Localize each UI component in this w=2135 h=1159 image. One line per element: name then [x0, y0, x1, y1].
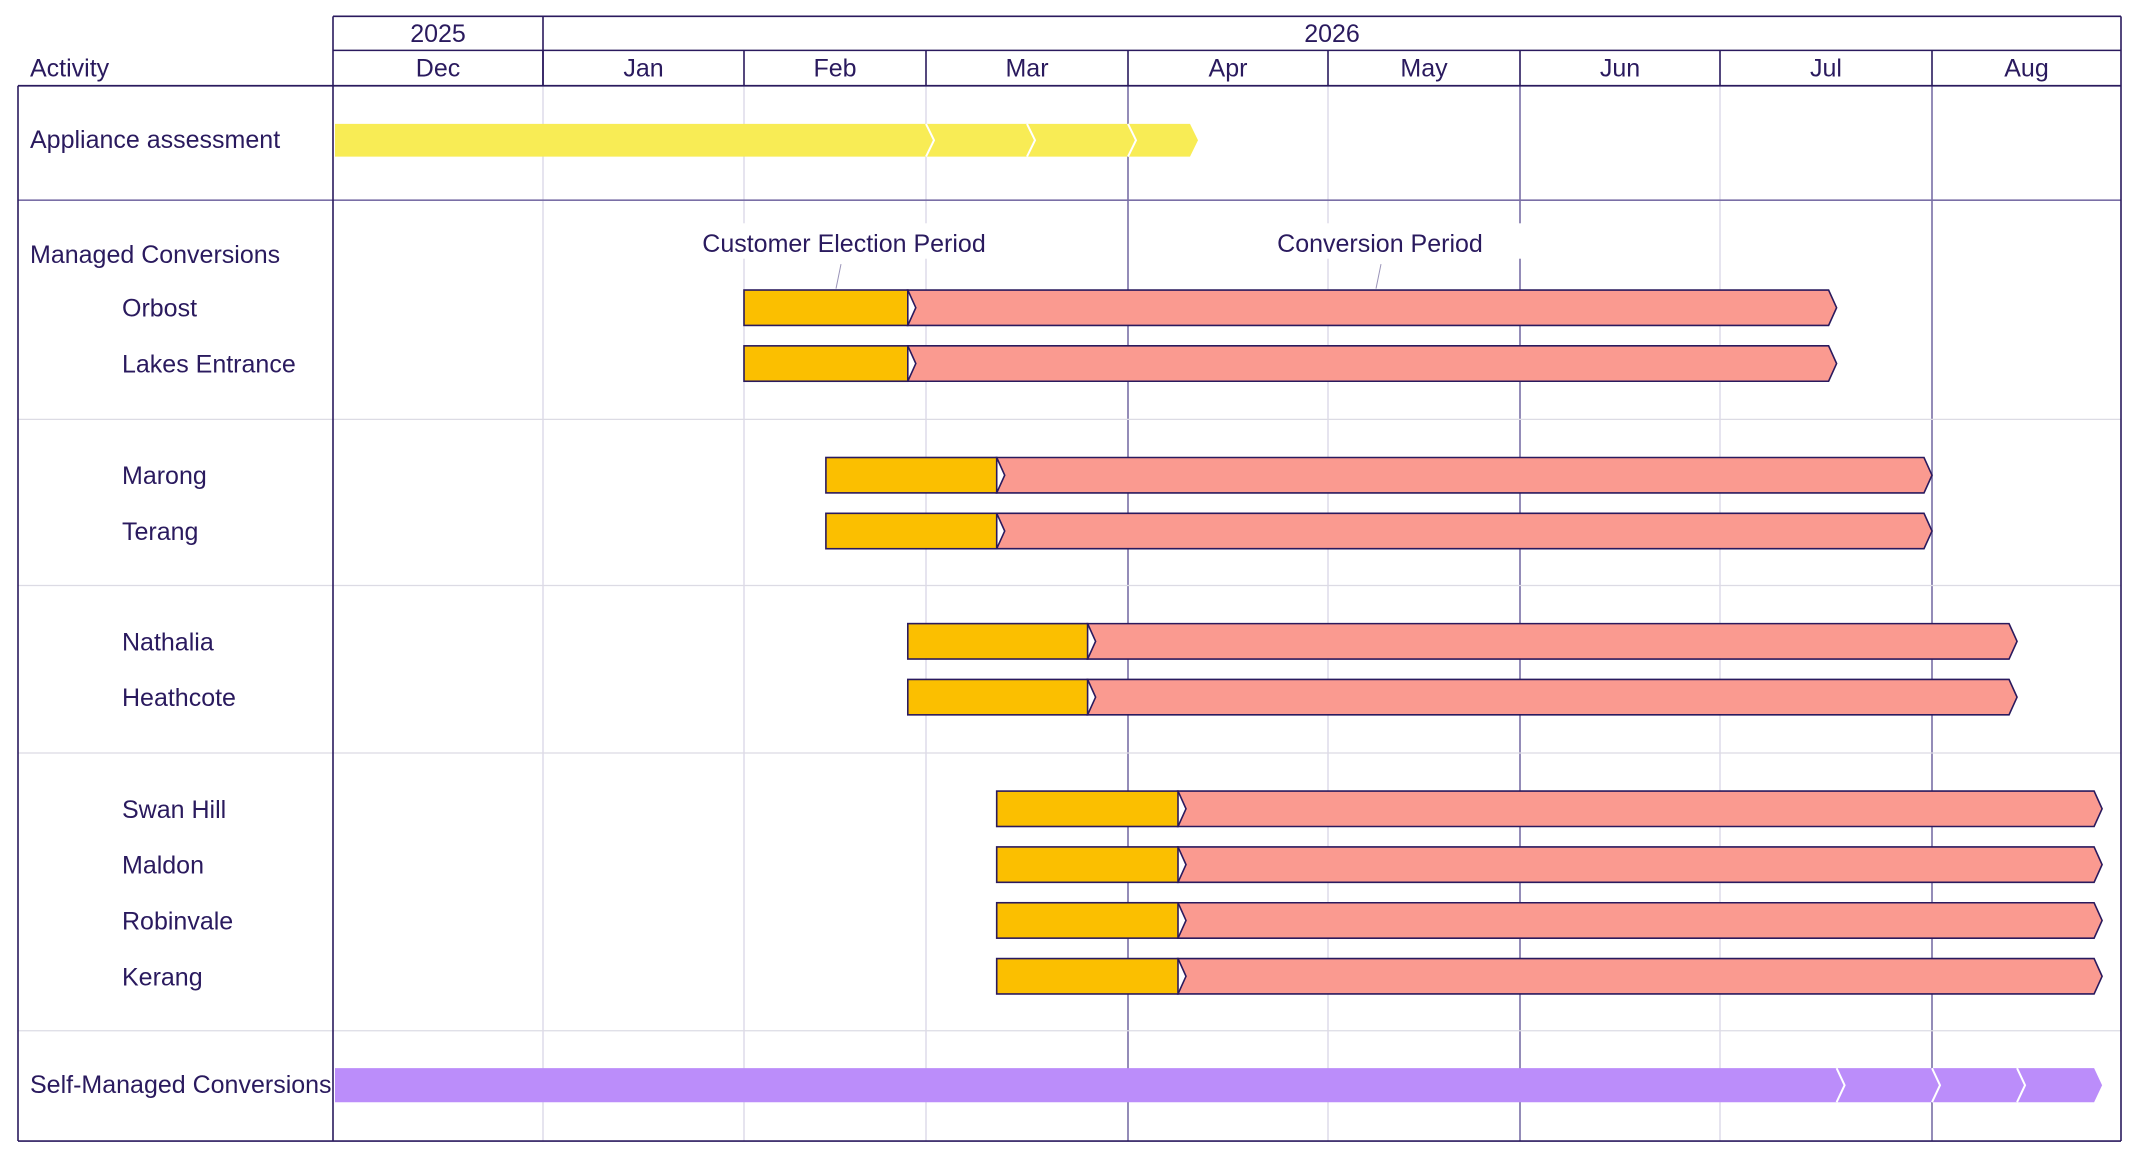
self-managed-conversions-bar-chevron-marker: [2016, 1067, 2027, 1103]
annotation-backing-conversion: [1270, 223, 1535, 259]
year-label-2025: 2025: [410, 20, 466, 48]
label-managed-conversions: Managed Conversions: [30, 241, 280, 269]
label-maldon: Maldon: [122, 852, 204, 880]
month-label-feb: Feb: [813, 54, 856, 82]
bar-robinvale-conversion-bar: [1176, 901, 2103, 939]
annotation-backing-election: [684, 223, 994, 259]
annotation-leader-conversion: [1375, 264, 1382, 289]
bars-layer: [335, 123, 2103, 1103]
bar-maldon-election-bar: [995, 846, 1179, 884]
label-robinvale: Robinvale: [122, 907, 233, 935]
bar-maldon-conversion-bar: [1176, 846, 2103, 884]
label-nathalia: Nathalia: [122, 628, 214, 656]
annotation-conversion-period: Conversion Period: [1277, 230, 1483, 258]
month-label-aug: Aug: [2004, 54, 2048, 82]
appliance-assessment-bar-chevron-marker: [1127, 123, 1138, 158]
annotation-leader-election: [835, 264, 842, 289]
bar-kerang-conversion-bar: [1176, 957, 2103, 995]
label-self-managed-conversions: Self-Managed Conversions: [30, 1071, 332, 1099]
label-heathcote: Heathcote: [122, 684, 236, 712]
grid-lines: [18, 85, 2121, 1142]
table-frame: [17, 15, 2122, 1142]
self-managed-conversions-bar: [335, 1068, 2103, 1103]
label-kerang: Kerang: [122, 963, 203, 991]
bar-swan-hill-conversion-bar: [1176, 790, 2103, 828]
month-label-jan: Jan: [623, 54, 663, 82]
bar-lakes-entrance-conversion-bar: [906, 345, 1838, 383]
bar-nathalia-election-bar: [906, 622, 1089, 660]
bar-orbost-conversion-bar: [906, 289, 1838, 327]
appliance-assessment-bar-chevron-marker: [1026, 123, 1037, 158]
bar-orbost-election-bar: [743, 289, 909, 327]
year-label-2026: 2026: [1304, 20, 1360, 48]
bar-marong-conversion-bar: [995, 456, 1933, 494]
month-label-apr: Apr: [1209, 54, 1248, 82]
self-managed-conversions-bar-chevron-marker: [1931, 1067, 1942, 1103]
appliance-assessment-bar-chevron-marker: [925, 123, 936, 158]
month-label-jun: Jun: [1600, 54, 1640, 82]
bar-heathcote-conversion-bar: [1086, 678, 2018, 716]
bar-lakes-entrance-election-bar: [743, 345, 909, 383]
label-marong: Marong: [122, 462, 207, 490]
bar-marong-election-bar: [825, 456, 998, 494]
month-label-jul: Jul: [1810, 54, 1842, 82]
bar-terang-conversion-bar: [995, 512, 1933, 550]
bar-robinvale-election-bar: [995, 901, 1179, 939]
month-label-dec: Dec: [416, 54, 460, 82]
bar-nathalia-conversion-bar: [1086, 622, 2018, 660]
label-lakes-entrance: Lakes Entrance: [122, 351, 296, 379]
self-managed-conversions-bar-chevron-marker: [1835, 1067, 1846, 1103]
bar-swan-hill-election-bar: [995, 790, 1179, 828]
label-appliance-assessment: Appliance assessment: [30, 126, 280, 154]
text-layer: 2025 2026 Dec Jan Feb Mar Apr May Jun Jul Aug Activ…: [30, 20, 2049, 1099]
annotation-customer-election-period: Customer Election Period: [702, 230, 985, 258]
bar-heathcote-election-bar: [906, 678, 1089, 716]
appliance-assessment-bar: [335, 123, 1198, 157]
bar-terang-election-bar: [825, 512, 998, 550]
activity-header: Activity: [30, 54, 110, 82]
month-label-mar: Mar: [1005, 54, 1048, 82]
label-swan-hill: Swan Hill: [122, 796, 226, 824]
label-terang: Terang: [122, 518, 198, 546]
month-label-may: May: [1400, 54, 1448, 82]
bar-kerang-election-bar: [995, 957, 1179, 995]
label-orbost: Orbost: [122, 295, 197, 323]
